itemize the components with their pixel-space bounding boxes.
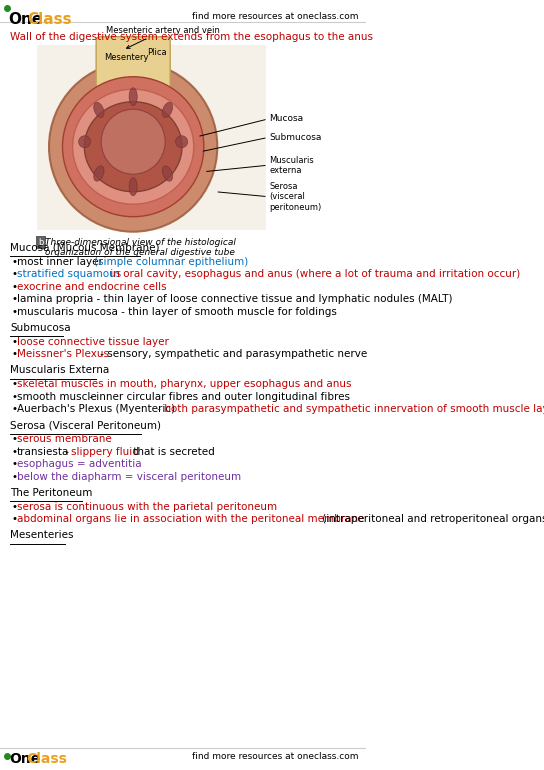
Ellipse shape	[162, 102, 172, 118]
Text: The Peritoneum: The Peritoneum	[10, 488, 92, 498]
Text: •: •	[11, 270, 17, 280]
Text: skeletal muscles in mouth, pharynx, upper esophagus and anus: skeletal muscles in mouth, pharynx, uppe…	[17, 379, 351, 389]
Text: find more resources at oneclass.com: find more resources at oneclass.com	[191, 12, 358, 21]
Text: Wall of the digestive system extends from the esophagus to the anus: Wall of the digestive system extends fro…	[10, 32, 373, 42]
Text: most inner layer: most inner layer	[17, 256, 106, 266]
FancyBboxPatch shape	[96, 37, 170, 92]
Text: •: •	[11, 404, 17, 414]
Text: One: One	[8, 12, 42, 27]
Text: Submucosa: Submucosa	[10, 323, 71, 333]
Text: Three-dimensional view of the histological
organization of the general digestive: Three-dimensional view of the histologic…	[45, 238, 236, 257]
Text: Serosa
(visceral
peritoneum): Serosa (visceral peritoneum)	[269, 182, 322, 212]
Text: - inner circular fibres and outer longitudinal fibres: - inner circular fibres and outer longit…	[86, 392, 350, 402]
Text: Serosa (Visceral Peritoneum): Serosa (Visceral Peritoneum)	[10, 420, 161, 430]
Text: Mesenteric artery and vein: Mesenteric artery and vein	[106, 26, 220, 49]
Text: - both parasympathetic and sympathetic innervation of smooth muscle layers: - both parasympathetic and sympathetic i…	[154, 404, 544, 414]
Text: -: -	[63, 447, 72, 457]
Ellipse shape	[94, 166, 104, 181]
Text: •: •	[11, 349, 17, 359]
Text: Mesentery: Mesentery	[104, 53, 149, 62]
Text: Class: Class	[27, 12, 72, 27]
Ellipse shape	[63, 77, 204, 216]
Text: that is secreted: that is secreted	[130, 447, 215, 457]
Text: Meissner's Plexus: Meissner's Plexus	[17, 349, 109, 359]
Ellipse shape	[129, 88, 137, 105]
Text: serous membrane: serous membrane	[17, 434, 112, 444]
FancyBboxPatch shape	[37, 45, 266, 230]
Text: •: •	[11, 294, 17, 304]
Text: •: •	[11, 459, 17, 469]
Text: •: •	[11, 306, 17, 316]
Ellipse shape	[129, 178, 137, 196]
Text: b: b	[39, 238, 44, 247]
Ellipse shape	[79, 136, 91, 148]
Text: lamina propria - thin layer of loose connective tissue and lymphatic nodules (MA: lamina propria - thin layer of loose con…	[17, 294, 452, 304]
Ellipse shape	[101, 109, 165, 174]
Text: •: •	[11, 256, 17, 266]
Text: •: •	[11, 502, 17, 511]
Text: Mesenteries: Mesenteries	[10, 531, 73, 541]
Ellipse shape	[94, 102, 104, 118]
Ellipse shape	[84, 102, 182, 192]
Text: smooth muscle: smooth muscle	[17, 392, 97, 402]
Text: Mucosa (Mucous Membrane): Mucosa (Mucous Membrane)	[10, 243, 159, 253]
Text: muscularis mucosa - thin layer of smooth muscle for foldings: muscularis mucosa - thin layer of smooth…	[17, 306, 337, 316]
Text: •: •	[11, 392, 17, 402]
Ellipse shape	[72, 89, 194, 204]
Text: •: •	[11, 336, 17, 346]
Text: slippery fluid: slippery fluid	[71, 447, 139, 457]
Text: •: •	[11, 447, 17, 457]
Text: loose connective tissue layer: loose connective tissue layer	[17, 336, 169, 346]
Text: Muscularis Externa: Muscularis Externa	[10, 366, 109, 376]
Ellipse shape	[162, 166, 172, 181]
Text: Muscularis
externa: Muscularis externa	[269, 156, 314, 175]
Ellipse shape	[49, 62, 217, 232]
Text: One: One	[9, 752, 41, 766]
Text: find more resources at oneclass.com: find more resources at oneclass.com	[191, 752, 358, 761]
Text: •: •	[11, 434, 17, 444]
Text: •: •	[11, 379, 17, 389]
Text: Submucosa: Submucosa	[269, 133, 322, 142]
Text: Mucosa: Mucosa	[269, 115, 304, 123]
Text: •: •	[11, 514, 17, 524]
Text: Class: Class	[26, 752, 67, 766]
Text: in oral cavity, esophagus and anus (where a lot of trauma and irritation occur): in oral cavity, esophagus and anus (wher…	[107, 270, 521, 280]
Text: Plica: Plica	[147, 48, 166, 57]
Text: Auerbach's Plexus (Myenteric): Auerbach's Plexus (Myenteric)	[17, 404, 175, 414]
Text: esophagus = adventitia: esophagus = adventitia	[17, 459, 141, 469]
Text: abdominal organs lie in association with the peritoneal membrane: abdominal organs lie in association with…	[17, 514, 364, 524]
Text: (intraperitoneal and retroperitoneal organs): (intraperitoneal and retroperitoneal org…	[319, 514, 544, 524]
Text: stratified squamous: stratified squamous	[17, 270, 121, 280]
Text: •: •	[11, 282, 17, 292]
Text: transiesta: transiesta	[17, 447, 69, 457]
Text: serosa is continuous with the parietal peritoneum: serosa is continuous with the parietal p…	[17, 502, 277, 511]
Ellipse shape	[176, 136, 188, 148]
Text: exocrine and endocrine cells: exocrine and endocrine cells	[17, 282, 166, 292]
Text: (simple columnar epithelium): (simple columnar epithelium)	[94, 256, 249, 266]
Text: - sensory, sympathetic and parasympathetic nerve: - sensory, sympathetic and parasympathet…	[97, 349, 367, 359]
Text: below the diapharm = visceral peritoneum: below the diapharm = visceral peritoneum	[17, 472, 241, 482]
Text: •: •	[11, 472, 17, 482]
